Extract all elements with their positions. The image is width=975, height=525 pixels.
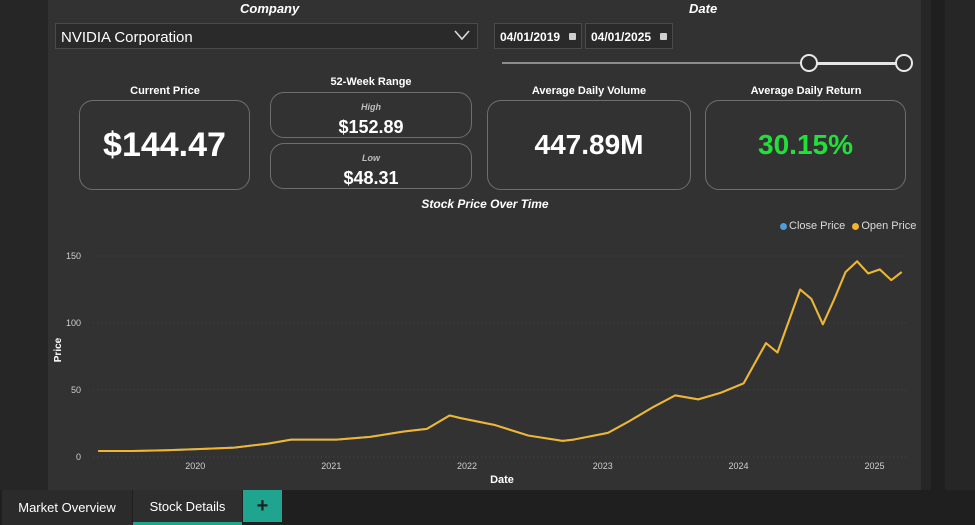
end-date-value: 04/01/2025 — [591, 30, 652, 44]
start-date-value: 04/01/2019 — [500, 30, 561, 44]
legend-close-label: Close Price — [789, 220, 846, 232]
date-slider-track[interactable] — [502, 62, 902, 64]
date-slider-end-handle[interactable] — [895, 54, 913, 72]
y-tick-label: 0 — [76, 452, 81, 462]
tab-market-overview[interactable]: Market Overview — [2, 490, 133, 525]
y-tick-label: 50 — [71, 385, 81, 395]
volume-label: Average Daily Volume — [531, 85, 647, 97]
volume-card: 447.89M — [487, 100, 691, 190]
chevron-down-icon — [454, 30, 470, 41]
start-date-input[interactable]: 04/01/2019 — [494, 23, 582, 49]
y-tick-label: 100 — [66, 318, 81, 328]
y-tick-label: 150 — [66, 251, 81, 261]
return-label: Average Daily Return — [750, 85, 862, 97]
low-card: Low $48.31 — [270, 143, 472, 189]
legend-dot-open — [852, 222, 860, 230]
tab-stock-details-label: Stock Details — [149, 498, 226, 514]
week-range-label: 52-Week Range — [330, 76, 412, 88]
page-tabs-bar: Market Overview Stock Details — [0, 490, 975, 525]
x-tick-label: 2020 — [185, 461, 205, 471]
high-value: $152.89 — [338, 117, 404, 137]
date-slider-range — [808, 62, 904, 65]
x-tick-label: 2024 — [728, 461, 748, 471]
company-dropdown[interactable]: NVIDIA Corporation — [55, 23, 478, 49]
x-tick-label: 2021 — [321, 461, 341, 471]
stock-price-chart: Stock Price Over Time Date Price 0 50 100 1… — [53, 197, 908, 486]
left-gutter — [0, 0, 48, 490]
x-tick-label: 2023 — [593, 461, 613, 471]
calendar-icon[interactable] — [660, 33, 667, 40]
tab-market-overview-label: Market Overview — [18, 500, 116, 515]
company-filter-title: Company — [240, 1, 300, 16]
return-value: 30.15% — [758, 129, 853, 160]
calendar-icon[interactable] — [569, 33, 576, 40]
current-price-label: Current Price — [130, 85, 200, 97]
tab-stock-details[interactable]: Stock Details — [133, 490, 242, 525]
date-filter-title: Date — [689, 1, 718, 16]
volume-value: 447.89M — [534, 129, 644, 160]
high-card: High $152.89 — [270, 92, 472, 138]
return-card: 30.15% — [705, 100, 906, 190]
chart-legend: Close Price Open Price — [780, 220, 916, 232]
low-label: Low — [362, 153, 380, 163]
low-value: $48.31 — [343, 168, 399, 188]
high-label: High — [361, 102, 381, 112]
add-page-button[interactable]: + — [243, 490, 282, 522]
right-gutter — [921, 0, 975, 490]
legend-open-label: Open Price — [861, 220, 917, 232]
current-price-value: $144.47 — [103, 125, 226, 164]
company-dropdown-value: NVIDIA Corporation — [61, 29, 193, 46]
plus-icon: + — [256, 494, 269, 517]
series-line-close — [98, 260, 903, 452]
x-axis-title: Date — [490, 474, 514, 486]
y-axis-title: Price — [53, 337, 64, 362]
scrollbar[interactable] — [931, 0, 945, 490]
current-price-card: $144.47 — [79, 100, 250, 190]
x-tick-label: 2022 — [457, 461, 477, 471]
x-tick-label: 2025 — [865, 461, 885, 471]
chart-title: Stock Price Over Time — [421, 197, 549, 211]
end-date-input[interactable]: 04/01/2025 — [585, 23, 673, 49]
legend-dot-close — [780, 222, 787, 230]
series-line-open — [98, 260, 903, 452]
report-canvas — [48, 0, 921, 490]
date-slider-start-handle[interactable] — [800, 54, 818, 72]
